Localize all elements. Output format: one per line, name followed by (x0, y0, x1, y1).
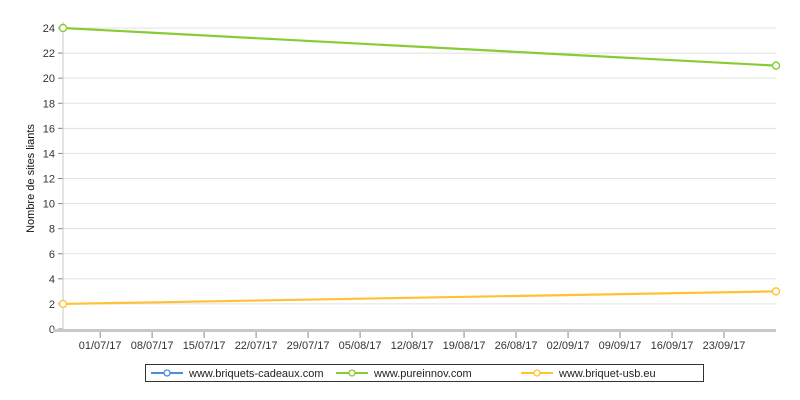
x-tick-label: 02/09/17 (547, 340, 590, 352)
x-tick-label: 09/09/17 (599, 340, 642, 352)
y-tick-label: 2 (49, 299, 55, 311)
legend-swatch-marker (163, 369, 171, 377)
x-tick-label: 26/08/17 (495, 340, 538, 352)
y-tick-label: 4 (49, 274, 55, 286)
x-tick-label: 29/07/17 (287, 340, 330, 352)
y-tick-label: 8 (49, 224, 55, 236)
y-axis-label: Nombre de sites liants (25, 124, 37, 233)
x-tick-label: 16/09/17 (651, 340, 694, 352)
x-tick-label: 23/09/17 (703, 340, 746, 352)
legend-box (145, 364, 704, 382)
legend-entry-label: www.briquets-cadeaux.com (188, 368, 324, 380)
y-tick-label: 20 (43, 73, 55, 85)
legend-swatch-marker (533, 369, 541, 377)
y-tick-label: 16 (43, 123, 55, 135)
y-tick-label: 14 (43, 148, 55, 160)
grid-lines (63, 27, 776, 305)
x-tick-label: 05/08/17 (339, 340, 382, 352)
data-point (58, 23, 68, 33)
x-tick-label: 19/08/17 (443, 340, 486, 352)
x-tick-label: 12/08/17 (391, 340, 434, 352)
legend-swatch-marker (348, 369, 356, 377)
y-tick-label: 0 (49, 324, 55, 336)
y-tick-label: 10 (43, 199, 55, 211)
x-tick-label: 01/07/17 (79, 340, 122, 352)
y-tick-label: 22 (43, 48, 55, 60)
x-tick-label: 08/07/17 (131, 340, 174, 352)
y-tick-label: 24 (43, 23, 55, 35)
series-layer (58, 23, 781, 309)
data-point (771, 287, 781, 296)
x-tick-label: 15/07/17 (183, 340, 226, 352)
data-point (771, 61, 781, 70)
series-line-2 (62, 290, 777, 306)
legend-entry-label: www.briquet-usb.eu (558, 368, 656, 380)
y-tick-label: 6 (49, 249, 55, 261)
legend-entry-label: www.pureinnov.com (373, 368, 472, 380)
x-tick-label: 22/07/17 (235, 340, 278, 352)
legend: www.briquets-cadeaux.com www.pureinnov.co… (145, 364, 704, 382)
data-point (58, 299, 68, 309)
series-line-1 (62, 26, 777, 67)
y-tick-label: 18 (43, 98, 55, 110)
y-tick-label: 12 (43, 174, 55, 186)
